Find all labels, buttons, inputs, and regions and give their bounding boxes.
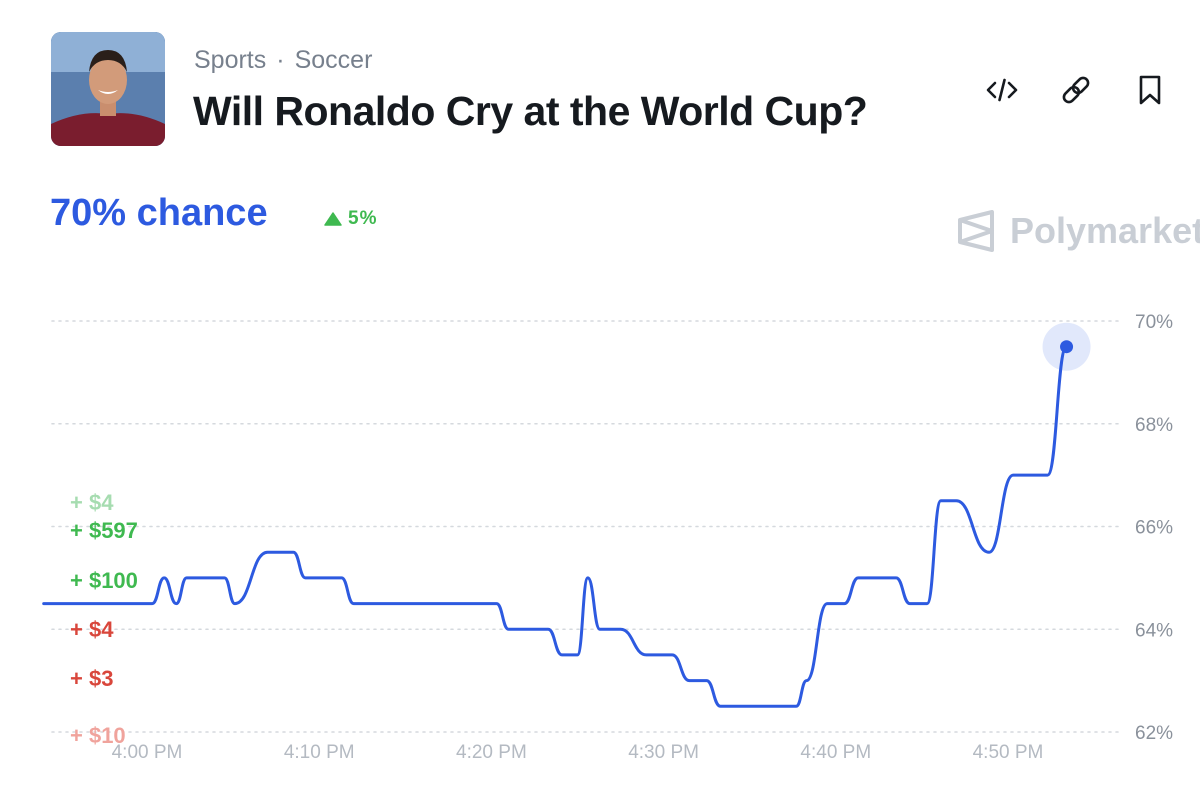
x-tick-label: 4:20 PM bbox=[456, 742, 527, 763]
trade-item: + $100 bbox=[70, 568, 138, 593]
x-tick-label: 4:10 PM bbox=[284, 742, 355, 763]
breadcrumb-subcategory[interactable]: Soccer bbox=[294, 46, 373, 74]
bookmark-button[interactable] bbox=[1130, 70, 1170, 110]
price-line bbox=[42, 345, 1068, 708]
trade-item: + $4 bbox=[70, 617, 114, 642]
x-tick-label: 4:30 PM bbox=[628, 742, 699, 763]
trade-item: + $597 bbox=[70, 518, 138, 543]
trade-item: + $3 bbox=[70, 666, 114, 691]
x-tick-label: 4:40 PM bbox=[800, 742, 871, 763]
triangle-up-icon bbox=[324, 212, 342, 226]
x-tick-label: 4:00 PM bbox=[112, 742, 183, 763]
chance-label: 70% chance bbox=[50, 192, 268, 234]
y-tick-label: 68% bbox=[1135, 415, 1173, 436]
trade-item: + $4 bbox=[70, 490, 114, 515]
header-actions bbox=[982, 70, 1170, 110]
trade-item: + $10 bbox=[70, 723, 126, 748]
current-point-marker bbox=[1060, 340, 1074, 354]
y-tick-label: 66% bbox=[1135, 518, 1173, 539]
polymarket-logo-icon bbox=[958, 210, 994, 252]
polymarket-watermark: Polymarket bbox=[956, 210, 1200, 252]
embed-icon bbox=[986, 78, 1018, 102]
market-avatar bbox=[51, 32, 165, 146]
chance-delta-value: 5% bbox=[348, 208, 378, 229]
breadcrumb-category[interactable]: Sports bbox=[194, 46, 267, 74]
embed-button[interactable] bbox=[982, 70, 1022, 110]
x-tick-label: 4:50 PM bbox=[973, 742, 1044, 763]
y-tick-label: 62% bbox=[1135, 723, 1173, 744]
copy-link-button[interactable] bbox=[1056, 70, 1096, 110]
watermark-text: Polymarket bbox=[1010, 210, 1200, 251]
chance-delta: 5% bbox=[324, 208, 377, 230]
bookmark-icon bbox=[1139, 75, 1161, 105]
breadcrumb-separator: · bbox=[276, 46, 285, 74]
market-title: Will Ronaldo Cry at the World Cup? bbox=[193, 88, 868, 134]
breadcrumb: Sports · Soccer bbox=[194, 46, 372, 75]
link-icon bbox=[1062, 76, 1090, 104]
y-tick-label: 64% bbox=[1135, 620, 1173, 641]
y-tick-label: 70% bbox=[1135, 312, 1173, 333]
